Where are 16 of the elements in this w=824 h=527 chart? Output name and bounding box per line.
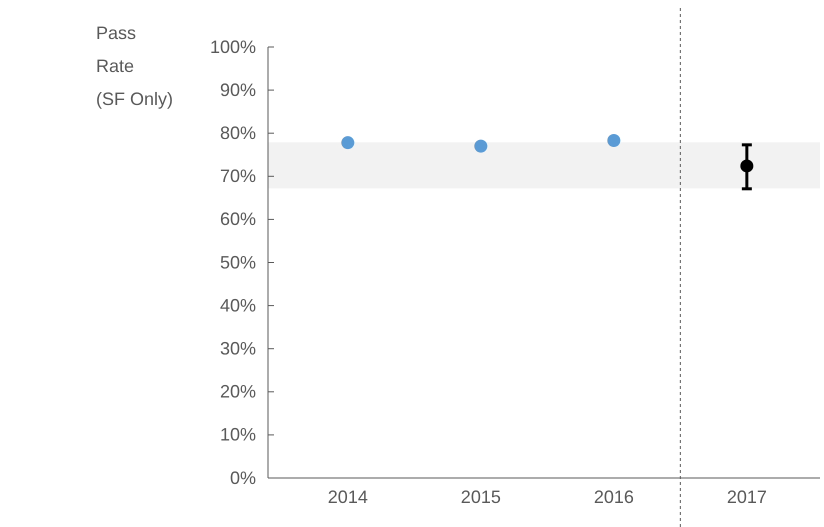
y-tick-label: 60% bbox=[220, 209, 256, 230]
y-tick-label: 80% bbox=[220, 122, 256, 143]
x-tick-label: 2015 bbox=[460, 486, 501, 507]
y-tick-label: 40% bbox=[220, 295, 256, 316]
y-tick-label: 90% bbox=[220, 80, 256, 100]
y-tick-label: 50% bbox=[220, 252, 256, 272]
y-tick-label: 100% bbox=[210, 36, 256, 57]
x-tick-label: 2016 bbox=[594, 486, 634, 507]
y-tick-label: 0% bbox=[230, 468, 256, 488]
y-tick-label: 20% bbox=[220, 382, 256, 402]
y-axis-title: Pass Rate (SF Only) bbox=[96, 23, 174, 109]
y-tick-label: 30% bbox=[220, 338, 256, 358]
x-tick-label: 2017 bbox=[726, 486, 767, 507]
y-tick-label: 70% bbox=[220, 166, 256, 186]
y-tick-label: 10% bbox=[220, 424, 256, 445]
x-tick-label: 2014 bbox=[328, 486, 368, 507]
